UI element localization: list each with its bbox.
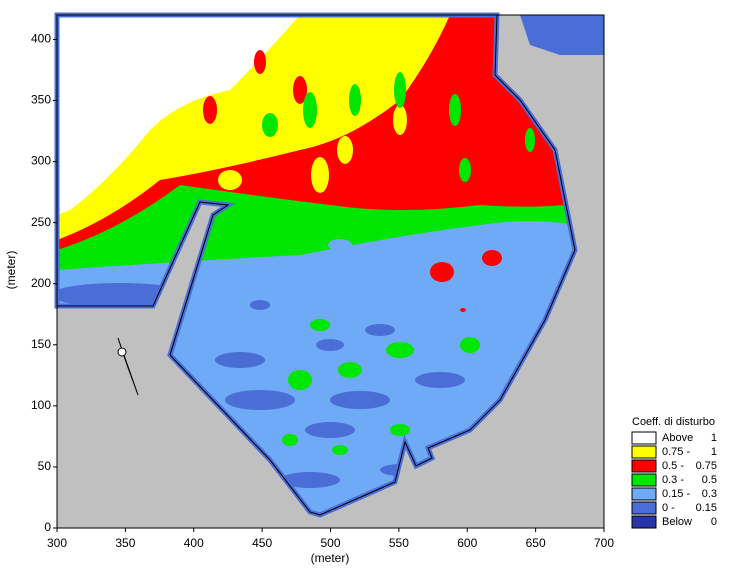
north-arrow [117,337,139,396]
y-tick-label: 50 [38,459,52,473]
x-tick-label: 700 [594,536,614,550]
x-tick-label: 650 [526,536,546,550]
legend-title: Coeff. di disturbo [632,416,715,428]
y-tick-label: 250 [31,215,51,229]
x-tick-label: 500 [320,536,340,550]
legend-lower: 0 - [662,502,675,514]
y-tick-label: 0 [44,520,51,534]
legend-lower: 0.5 - [662,460,684,472]
legend-lower: 0.15 - [662,488,690,500]
legend-lower: Below [662,516,692,528]
y-tick-label: 400 [31,32,51,46]
legend-upper: 0.5 [702,474,717,486]
x-axis-label: (meter) [311,551,350,565]
legend-upper: 0.3 [702,488,717,500]
y-axis-label: (meter) [4,251,18,290]
y-tick-label: 350 [31,93,51,107]
legend-swatch [631,431,657,445]
x-tick-label: 400 [184,536,204,550]
legend-lower: 0.3 - [662,474,684,486]
legend-lower: 0.75 - [662,446,690,458]
legend-swatch [631,487,657,501]
y-tick-label: 100 [31,398,51,412]
legend-lower: Above [662,432,693,444]
legend-swatch [631,445,657,459]
legend-swatch [631,473,657,487]
y-tick-label: 150 [31,337,51,351]
legend-swatch [631,459,657,473]
legend-swatch [631,501,657,515]
x-tick-label: 450 [252,536,272,550]
legend-swatch [631,515,657,529]
coast-strip [520,15,604,55]
legend-upper: 1 [711,432,717,444]
legend-upper: 0.15 [696,502,717,514]
legend-upper: 0.75 [696,460,717,472]
x-tick-label: 600 [457,536,477,550]
x-tick-label: 550 [389,536,409,550]
legend-upper: 0 [711,516,717,528]
y-tick-label: 200 [31,276,51,290]
x-tick-label: 350 [115,536,135,550]
coast-line [56,14,576,516]
y-tick-label: 300 [31,154,51,168]
x-tick-label: 300 [47,536,67,550]
legend-upper: 1 [711,446,717,458]
